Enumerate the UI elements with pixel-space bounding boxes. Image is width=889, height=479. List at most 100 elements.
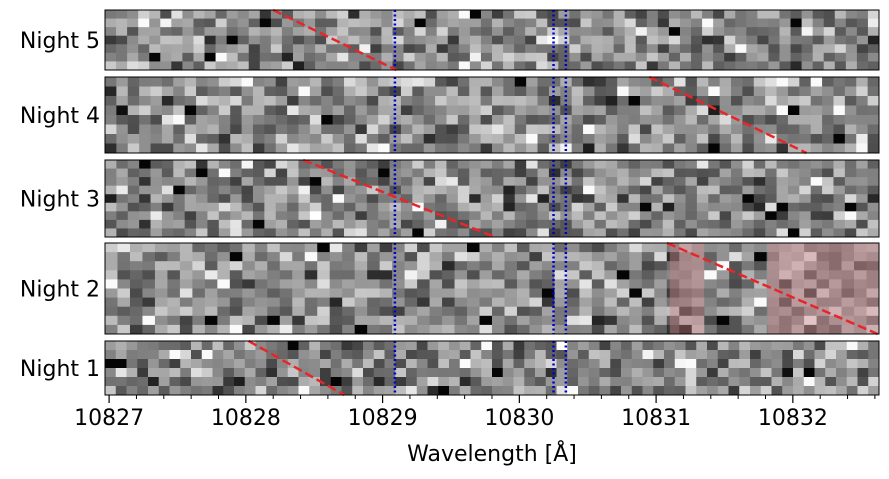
pixel — [845, 10, 858, 20]
pixel — [438, 386, 450, 395]
pixel — [298, 177, 311, 187]
pixel — [810, 96, 823, 107]
pixel — [856, 202, 869, 212]
pixel — [492, 194, 504, 204]
pixel — [844, 96, 857, 107]
pixel — [548, 134, 561, 145]
pixel — [867, 86, 879, 97]
pixel — [304, 279, 318, 290]
pixel — [435, 160, 448, 170]
pixel — [504, 279, 518, 290]
pixel — [287, 341, 300, 351]
pixel — [435, 86, 448, 97]
pixel — [822, 202, 835, 212]
pixel — [252, 77, 265, 88]
pixel — [787, 134, 800, 145]
pixel — [651, 115, 664, 126]
pixel — [129, 261, 144, 271]
pixel — [702, 35, 714, 45]
pixel — [126, 350, 138, 360]
pixel — [287, 105, 300, 116]
pixel — [812, 61, 825, 70]
pixel — [654, 288, 668, 299]
pixel — [666, 279, 680, 290]
pixel — [729, 270, 743, 280]
pixel — [367, 306, 381, 317]
pixel — [724, 61, 736, 70]
pixel — [846, 359, 859, 369]
pixel — [467, 297, 481, 308]
pixel — [304, 288, 318, 299]
pixel — [117, 288, 131, 299]
pixel — [229, 324, 243, 334]
pixel — [679, 297, 693, 308]
pixel — [691, 297, 705, 308]
pixel — [776, 194, 789, 204]
pixel — [158, 359, 171, 369]
pixel — [662, 202, 675, 212]
pixel — [193, 44, 206, 54]
pixel — [218, 202, 231, 212]
pixel — [514, 219, 527, 230]
pixel — [578, 350, 590, 360]
pixel — [315, 52, 327, 63]
pixel — [281, 27, 294, 37]
pixel — [427, 368, 439, 378]
pixel — [414, 18, 427, 28]
pixel — [196, 168, 209, 178]
pixel — [442, 306, 456, 317]
pixel — [867, 211, 879, 221]
pixel — [392, 27, 405, 37]
pixel — [548, 86, 561, 97]
pixel — [547, 44, 559, 54]
pixel — [435, 96, 448, 107]
pixel — [117, 306, 131, 317]
pixel — [674, 359, 687, 369]
pixel — [624, 10, 637, 20]
pixel — [668, 18, 681, 28]
pixel — [588, 368, 601, 378]
pixel — [425, 27, 438, 37]
pixel — [717, 341, 730, 351]
pixel — [167, 261, 181, 271]
pixel — [571, 115, 584, 126]
pixel — [105, 10, 117, 20]
pixel — [207, 115, 220, 126]
pixel — [702, 61, 714, 70]
pixel — [791, 279, 805, 290]
pixel — [116, 10, 128, 20]
pixel — [536, 44, 548, 54]
pixel — [389, 115, 402, 126]
pixel — [438, 350, 450, 360]
pixel — [412, 168, 425, 178]
pixel — [503, 228, 516, 237]
pixel — [212, 386, 224, 395]
pixel — [241, 124, 254, 135]
pixel — [516, 261, 531, 271]
pixel — [182, 18, 195, 28]
pixel — [348, 18, 360, 28]
pixel — [566, 324, 580, 334]
pixel — [560, 202, 573, 212]
pixel — [117, 315, 131, 326]
pixel — [724, 52, 736, 63]
pixel — [292, 243, 306, 253]
pixel — [275, 228, 288, 237]
pixel — [344, 86, 357, 97]
pixel — [492, 202, 504, 212]
pixel — [105, 124, 117, 135]
pixel — [803, 359, 816, 369]
pixel — [771, 359, 783, 369]
pixel — [799, 115, 812, 126]
pixel — [664, 350, 676, 360]
pixel — [810, 160, 823, 170]
pixel — [252, 105, 265, 116]
pixel — [267, 324, 281, 334]
pixel — [624, 18, 637, 28]
pixel — [503, 27, 515, 37]
pixel — [242, 297, 256, 308]
pixel — [400, 105, 413, 116]
pixel — [446, 228, 459, 237]
pixel — [275, 143, 288, 153]
pixel — [594, 202, 607, 212]
